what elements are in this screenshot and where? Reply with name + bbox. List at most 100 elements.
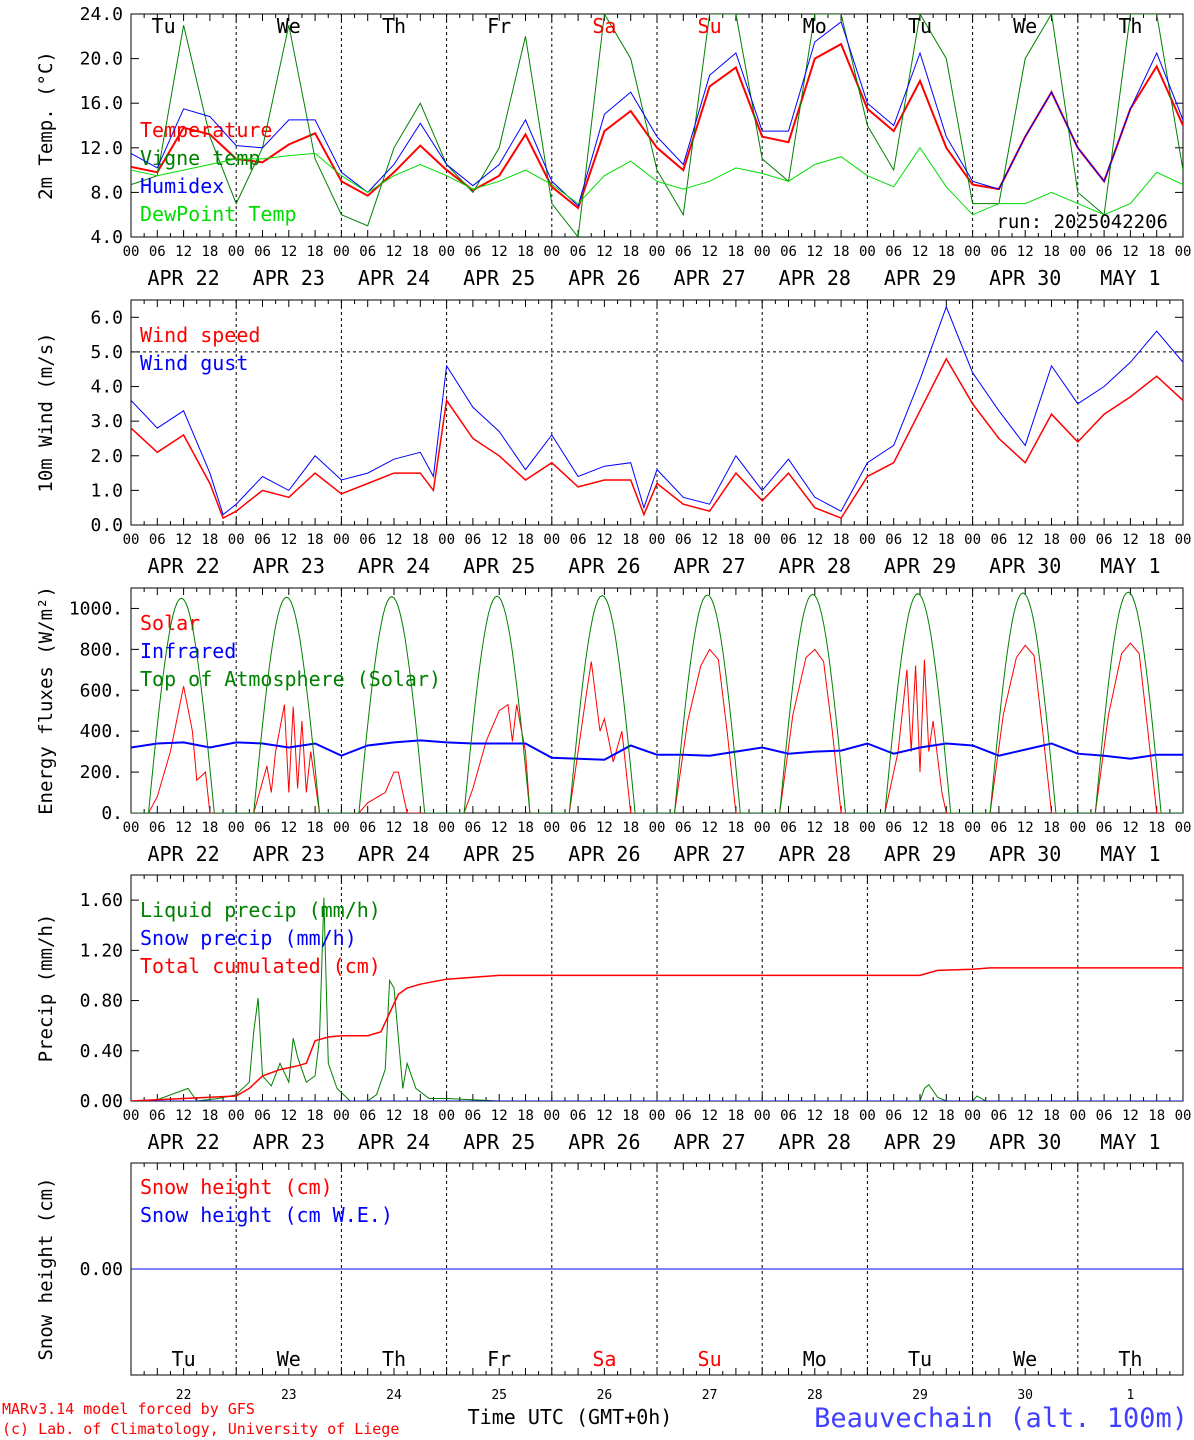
- y-tick-label: 0.0: [90, 515, 123, 536]
- y-tick-label: 2.0: [90, 446, 123, 467]
- day-label: MAY 1: [1100, 1130, 1160, 1154]
- day-number: 22: [176, 1388, 192, 1403]
- hour-tick-label: 06: [254, 532, 271, 548]
- hour-tick-label: 12: [596, 820, 613, 836]
- day-label: APR 30: [989, 266, 1061, 290]
- hour-tick-label: 06: [885, 244, 902, 260]
- hour-tick-label: 00: [438, 532, 455, 548]
- hour-tick-label: 06: [464, 244, 481, 260]
- day-label: APR 22: [147, 1130, 219, 1154]
- day-label: APR 27: [673, 1130, 745, 1154]
- hour-tick-label: 06: [570, 532, 587, 548]
- hour-tick-label: 12: [1122, 532, 1139, 548]
- panel-energy: 0. 200. 400. 600. 800. 1000. Energy fluxes (W/…: [35, 586, 1191, 866]
- hour-tick-label: 00: [859, 244, 876, 260]
- y-tick-label: 400.: [80, 721, 123, 742]
- series-line-wind-speed: [131, 357, 1183, 520]
- day-label: APR 25: [463, 266, 535, 290]
- series-line-total-cumulated-cm-: [131, 967, 1183, 1101]
- hour-tick-label: 00: [1175, 820, 1192, 836]
- hour-tick-label: 06: [570, 244, 587, 260]
- hour-tick-label: 06: [254, 820, 271, 836]
- hour-tick-label: 18: [1043, 1108, 1060, 1124]
- footer-credit: (c) Lab. of Climatology, University of L…: [2, 1420, 399, 1438]
- hour-tick-label: 12: [1017, 532, 1034, 548]
- y-tick-label: 800.: [80, 639, 123, 660]
- hour-tick-label: 18: [622, 532, 639, 548]
- day-number: 23: [281, 1388, 297, 1403]
- y-tick-label: 3.0: [90, 411, 123, 432]
- hour-tick-label: 12: [491, 820, 508, 836]
- y-tick-label: 4.0: [90, 227, 123, 248]
- day-label: APR 26: [568, 266, 640, 290]
- hour-tick-label: 06: [780, 532, 797, 548]
- time-axis-label: Time UTC (GMT+0h): [468, 1405, 673, 1429]
- hour-tick-label: 12: [386, 1108, 403, 1124]
- legend-entry: Wind speed: [140, 323, 260, 347]
- weekday-label: Fr: [487, 1347, 511, 1371]
- day-number: 29: [912, 1388, 928, 1403]
- series-line-humidex: [131, 20, 1183, 207]
- hour-tick-label: 18: [1148, 1108, 1165, 1124]
- hour-tick-label: 00: [964, 1108, 981, 1124]
- hour-tick-label: 00: [649, 820, 666, 836]
- hour-tick-label: 00: [333, 532, 350, 548]
- hour-tick-label: 18: [622, 244, 639, 260]
- day-label: APR 27: [673, 842, 745, 866]
- hour-tick-label: 06: [359, 820, 376, 836]
- hour-tick-label: 12: [386, 820, 403, 836]
- day-number: 1: [1126, 1388, 1134, 1403]
- hour-tick-label: 18: [833, 820, 850, 836]
- panel-wind: 0.0 1.0 2.0 3.0 4.0 5.0 6.0 10m Wind (m/s) Wind …: [35, 299, 1192, 578]
- weekday-label: Th: [1118, 1347, 1142, 1371]
- series-line-wind-gust: [131, 305, 1183, 516]
- hour-tick-label: 00: [1175, 532, 1192, 548]
- weekday-label: Tu: [908, 14, 932, 38]
- footer-model: MARv3.14 model forced by GFS: [2, 1400, 255, 1418]
- hour-tick-label: 00: [1069, 820, 1086, 836]
- hour-tick-label: 12: [1122, 244, 1139, 260]
- legend-entry: Snow height (cm): [140, 1175, 333, 1199]
- weekday-label: Sa: [592, 1347, 616, 1371]
- hour-tick-label: 06: [780, 244, 797, 260]
- legend-entry: Vigne temp: [140, 146, 260, 170]
- hour-tick-label: 18: [727, 532, 744, 548]
- hour-tick-label: 06: [359, 1108, 376, 1124]
- y-tick-label: 0.00: [80, 1259, 123, 1280]
- day-label: APR 30: [989, 842, 1061, 866]
- hour-tick-label: 18: [517, 532, 534, 548]
- legend-entry: Humidex: [140, 174, 224, 198]
- day-number: 24: [386, 1388, 402, 1403]
- hour-tick-label: 06: [254, 244, 271, 260]
- hour-tick-label: 12: [701, 820, 718, 836]
- station-name: Beauvechain (alt. 100m): [814, 1403, 1188, 1434]
- hour-tick-label: 12: [491, 1108, 508, 1124]
- run-label: run: 2025042206: [996, 211, 1168, 233]
- hour-tick-label: 00: [649, 1108, 666, 1124]
- y-axis-label: Snow height (cm): [35, 1177, 57, 1360]
- y-tick-label: 0.: [101, 803, 123, 824]
- y-tick-label: 1.60: [80, 890, 123, 911]
- weekday-label: Mo: [803, 1347, 827, 1371]
- day-number: 27: [702, 1388, 718, 1403]
- hour-tick-label: 06: [675, 1108, 692, 1124]
- legend-entry: Snow height (cm W.E.): [140, 1203, 393, 1227]
- y-tick-label: 20.0: [80, 49, 123, 70]
- hour-tick-label: 18: [938, 1108, 955, 1124]
- hour-tick-label: 12: [386, 532, 403, 548]
- hour-tick-label: 06: [1096, 1108, 1113, 1124]
- y-tick-label: 0.00: [80, 1091, 123, 1112]
- day-number: 25: [491, 1388, 507, 1403]
- hour-tick-label: 18: [307, 532, 324, 548]
- day-label: APR 29: [884, 266, 956, 290]
- day-label: APR 23: [253, 842, 325, 866]
- day-label: APR 29: [884, 842, 956, 866]
- day-label: APR 22: [147, 554, 219, 578]
- day-number: 30: [1017, 1388, 1033, 1403]
- hour-tick-label: 06: [359, 532, 376, 548]
- y-tick-label: 4.0: [90, 377, 123, 398]
- hour-tick-label: 12: [596, 244, 613, 260]
- y-tick-label: 0.40: [80, 1041, 123, 1062]
- hour-tick-label: 18: [833, 1108, 850, 1124]
- hour-tick-label: 00: [754, 532, 771, 548]
